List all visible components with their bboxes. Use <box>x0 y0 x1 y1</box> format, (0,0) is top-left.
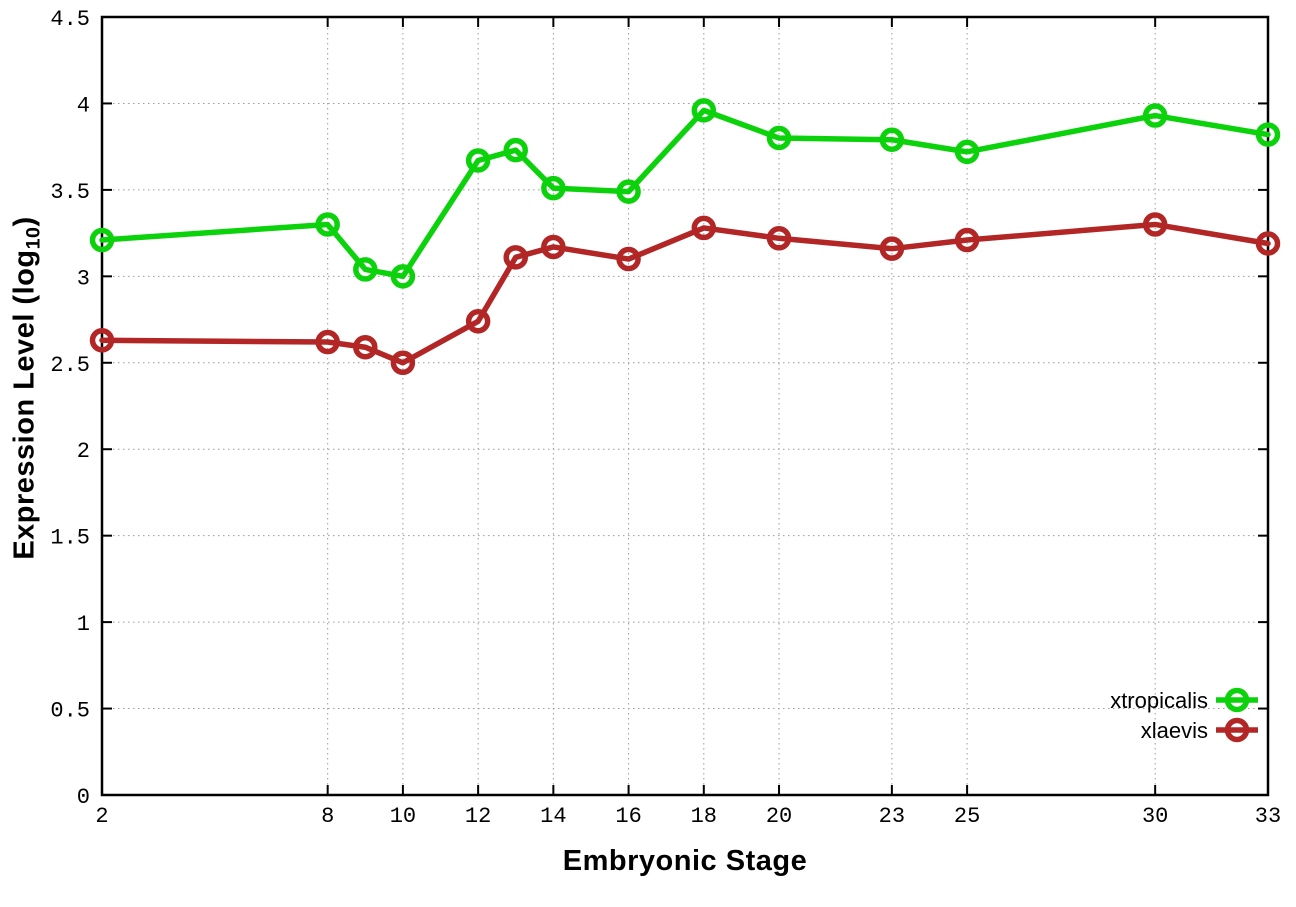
x-tick-label: 25 <box>954 804 980 829</box>
data-point-xlaevis <box>390 350 416 376</box>
data-point-xlaevis <box>766 226 792 251</box>
y-tick-label: 4 <box>77 93 90 118</box>
y-tick-label: 0.5 <box>50 699 90 724</box>
data-point-xtropicalis <box>503 137 528 163</box>
data-point-xtropicalis <box>766 125 792 151</box>
y-axis-title-subscript: 10 <box>22 226 45 250</box>
data-point-xtropicalis <box>1255 122 1281 147</box>
data-point-xlaevis <box>503 245 528 270</box>
legend-marker-xtropicalis <box>1224 687 1250 713</box>
data-point-xlaevis <box>1142 212 1168 237</box>
data-point-xtropicalis <box>390 264 416 289</box>
x-tick-label: 12 <box>465 804 491 829</box>
legend-marker-xlaevis <box>1224 717 1250 743</box>
data-point-xlaevis <box>616 246 641 272</box>
data-point-xlaevis <box>691 215 717 241</box>
data-point-xtropicalis <box>954 139 980 165</box>
data-point-xtropicalis <box>616 179 641 204</box>
data-point-xtropicalis <box>879 127 905 153</box>
data-point-xlaevis <box>954 227 980 253</box>
x-tick-label: 20 <box>766 804 792 829</box>
y-axis-title-text: Expression Level (log <box>8 249 41 560</box>
y-tick-label: 2.5 <box>50 353 90 378</box>
y-tick-label: 1 <box>77 612 90 637</box>
x-tick-label: 10 <box>390 804 416 829</box>
data-point-xtropicalis <box>353 257 378 282</box>
plot-border <box>100 15 1270 797</box>
y-axis-title-close: ) <box>8 216 41 227</box>
x-tick-label: 18 <box>691 804 717 829</box>
y-axis-title: Expression Level (log10) <box>9 216 46 559</box>
data-point-xtropicalis <box>315 212 340 237</box>
legend-label-xtropicalis: xtropicalis <box>1110 688 1208 713</box>
data-point-xlaevis <box>541 234 566 260</box>
x-tick-label: 8 <box>321 804 334 829</box>
data-point-xlaevis <box>465 309 491 334</box>
y-tick-label: 0 <box>77 785 90 810</box>
data-point-xtropicalis <box>89 227 115 253</box>
x-tick-label: 33 <box>1255 804 1281 829</box>
data-point-xtropicalis <box>541 175 566 201</box>
x-tick-label: 23 <box>879 804 905 829</box>
y-tick-label: 2 <box>77 439 90 464</box>
series-line-xtropicalis <box>99 107 1271 280</box>
y-tick-label: 3 <box>77 266 90 291</box>
x-tick-label: 14 <box>540 804 566 829</box>
x-tick-label: 16 <box>615 804 641 829</box>
data-point-xlaevis <box>353 334 378 360</box>
data-point-xlaevis <box>315 329 340 355</box>
data-point-xtropicalis <box>465 148 491 173</box>
data-point-xlaevis <box>1255 231 1281 256</box>
series-line-xlaevis <box>99 221 1271 366</box>
legend-label-xlaevis: xlaevis <box>1141 718 1208 743</box>
y-tick-label: 4.5 <box>50 7 90 32</box>
data-point-xlaevis <box>879 236 905 261</box>
x-axis-title: Embryonic Stage <box>562 845 808 877</box>
data-point-xtropicalis <box>1142 103 1168 128</box>
data-point-xtropicalis <box>691 98 717 123</box>
x-tick-label: 2 <box>95 804 108 829</box>
data-point-xlaevis <box>89 328 115 353</box>
y-tick-label: 1.5 <box>50 526 90 551</box>
x-tick-label: 30 <box>1142 804 1168 829</box>
y-tick-label: 3.5 <box>50 180 90 205</box>
